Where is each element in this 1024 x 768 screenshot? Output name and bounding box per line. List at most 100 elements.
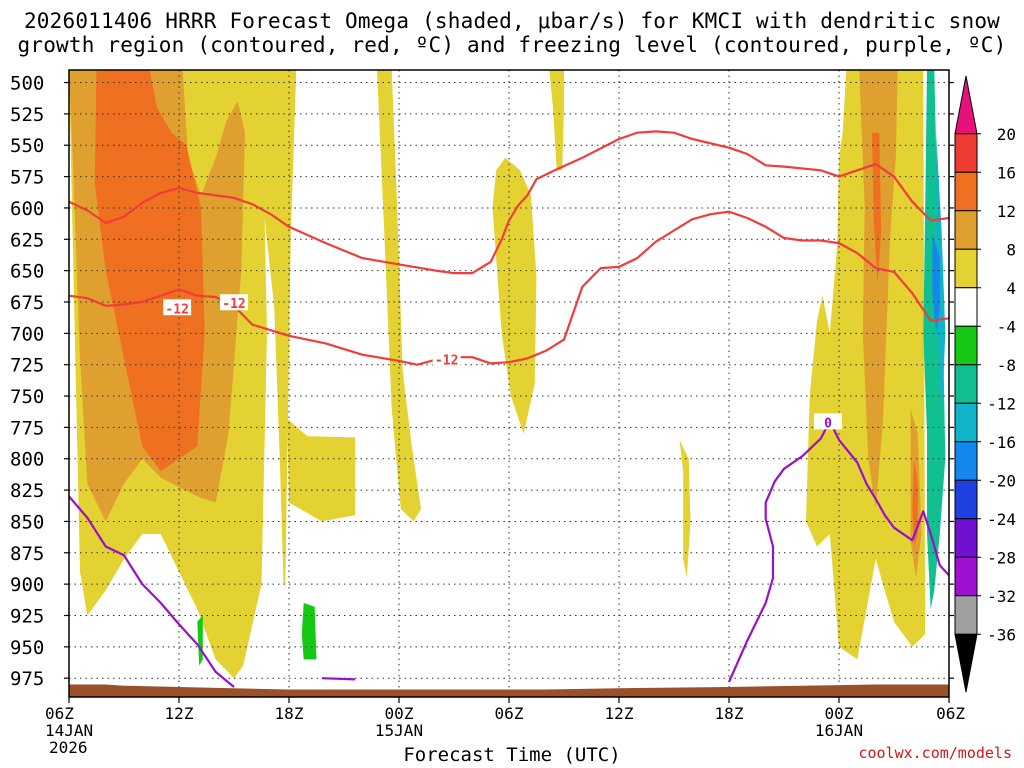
omega-region-13 [912, 458, 918, 547]
contour-lines: -12 -12 0 -12 [68, 130, 950, 688]
x-tick-label: 06Z [45, 704, 74, 723]
colorbar-label: -32 [987, 587, 1016, 606]
y-tick-label: 800 [10, 449, 44, 471]
omega-region-6 [679, 439, 691, 578]
contour-line-1 [68, 210, 950, 366]
y-tick-label: 500 [10, 73, 44, 95]
y-tick-label: 975 [10, 668, 44, 690]
colorbar-swatch [954, 479, 978, 520]
x-tick-label: 00Z [825, 704, 854, 723]
x-tick-label: 18Z [715, 704, 744, 723]
omega-region-2 [287, 418, 355, 522]
colorbar-swatch [954, 556, 978, 597]
contour-label: -12 [222, 297, 245, 312]
y-tick-label: 750 [10, 386, 44, 408]
colorbar-swatch [954, 402, 978, 443]
omega-region-9 [859, 70, 898, 509]
colorbar-label: -16 [987, 433, 1016, 452]
y-tick-label: 700 [10, 323, 44, 345]
y-tick-label: 775 [10, 417, 44, 439]
colorbar-swatch [954, 287, 978, 327]
colorbar-label: -4 [997, 317, 1016, 336]
contour-label: 0 [824, 416, 832, 431]
contour-label-bg [432, 350, 461, 367]
y-tick-label: 525 [10, 104, 44, 126]
y-tick-label: 825 [10, 480, 44, 502]
colorbar-swatch [954, 171, 978, 212]
contour-line-3 [321, 677, 356, 681]
x-tick-date: 15JAN [375, 721, 423, 740]
terrain [69, 684, 949, 697]
colorbar-swatch [954, 248, 978, 289]
omega-region-5 [549, 70, 564, 171]
omega-region-15 [936, 132, 946, 422]
chart-title: 2026011406 HRRR Forecast Omega (shaded, … [23, 9, 1001, 33]
colorbar-label: 12 [997, 202, 1016, 221]
y-tick-label: 675 [10, 292, 44, 314]
x-tick-year: 2026 [49, 738, 88, 757]
colorbar-swatch [954, 441, 978, 481]
omega-region-12 [872, 132, 882, 284]
terrain-fill [69, 684, 949, 697]
x-tick-label: 00Z [385, 704, 414, 723]
colorbar-label: 8 [1006, 240, 1016, 259]
contour-line-2 [68, 495, 235, 688]
colorbar-label: -36 [987, 625, 1016, 644]
chart-subtitle: growth region (contoured, red, ºC) and f… [17, 33, 1007, 57]
colorbar-bottom-arrow [954, 633, 978, 693]
y-tick-label: 950 [10, 637, 44, 659]
contour-line-0 [68, 130, 950, 275]
omega-region-1 [248, 70, 297, 585]
colorbar-swatch [954, 595, 978, 635]
omega-region-14 [923, 70, 946, 610]
colorbar-label: -24 [987, 510, 1016, 529]
y-tick-label: 875 [10, 543, 44, 565]
colorbar-swatch [954, 325, 978, 366]
credit-text: coolwx.com/models [858, 744, 1012, 762]
omega-region-16 [932, 233, 940, 334]
contour-label-bg [814, 413, 842, 430]
x-tick-date: 14JAN [45, 721, 93, 740]
omega-region-11 [94, 70, 205, 472]
contour-label: -12 [165, 302, 188, 317]
colorbar-swatch [954, 133, 978, 173]
y-tick-label: 725 [10, 355, 44, 377]
x-axis-label: Forecast Time (UTC) [403, 744, 621, 766]
contour-label-bg [163, 299, 192, 316]
grid-lines [68, 70, 950, 697]
y-tick-label: 925 [10, 605, 44, 627]
omega-region-18 [301, 602, 317, 660]
colorbar-label: 16 [997, 163, 1016, 182]
y-axis-ticks: 500 525 550 575 600 625 650 675 700 725 750 775 800 8… [10, 73, 954, 690]
colorbar-label: 20 [997, 125, 1016, 144]
colorbar: 20 16 12 8 4 -4 -8 -12 -16 -20 -24 -28 -32 -36 [954, 75, 1016, 693]
y-tick-label: 650 [10, 261, 44, 283]
x-tick-label: 06Z [495, 704, 524, 723]
contour-label: -12 [435, 354, 458, 369]
x-tick-label: 12Z [165, 704, 194, 723]
colorbar-top-arrow [954, 75, 978, 135]
y-tick-label: 625 [10, 229, 44, 251]
colorbar-swatch [954, 364, 978, 404]
colorbar-label: -20 [987, 471, 1016, 490]
y-tick-label: 900 [10, 574, 44, 596]
x-tick-label: 06Z [936, 704, 965, 723]
x-tick-label: 18Z [275, 704, 304, 723]
y-tick-label: 600 [10, 198, 44, 220]
x-tick-label: 12Z [605, 704, 634, 723]
colorbar-label: -12 [987, 394, 1016, 413]
contour-label-bg [220, 294, 248, 311]
colorbar-label: -28 [987, 548, 1016, 567]
omega-region-17 [197, 615, 203, 666]
colorbar-label: -8 [997, 356, 1016, 375]
y-tick-label: 550 [10, 135, 44, 157]
colorbar-label: 4 [1006, 279, 1016, 298]
x-tick-date: 16JAN [815, 721, 863, 740]
omega-shading [69, 70, 946, 679]
colorbar-swatch [954, 210, 978, 250]
y-tick-label: 575 [10, 167, 44, 189]
y-tick-label: 850 [10, 511, 44, 533]
colorbar-swatch [954, 518, 978, 558]
